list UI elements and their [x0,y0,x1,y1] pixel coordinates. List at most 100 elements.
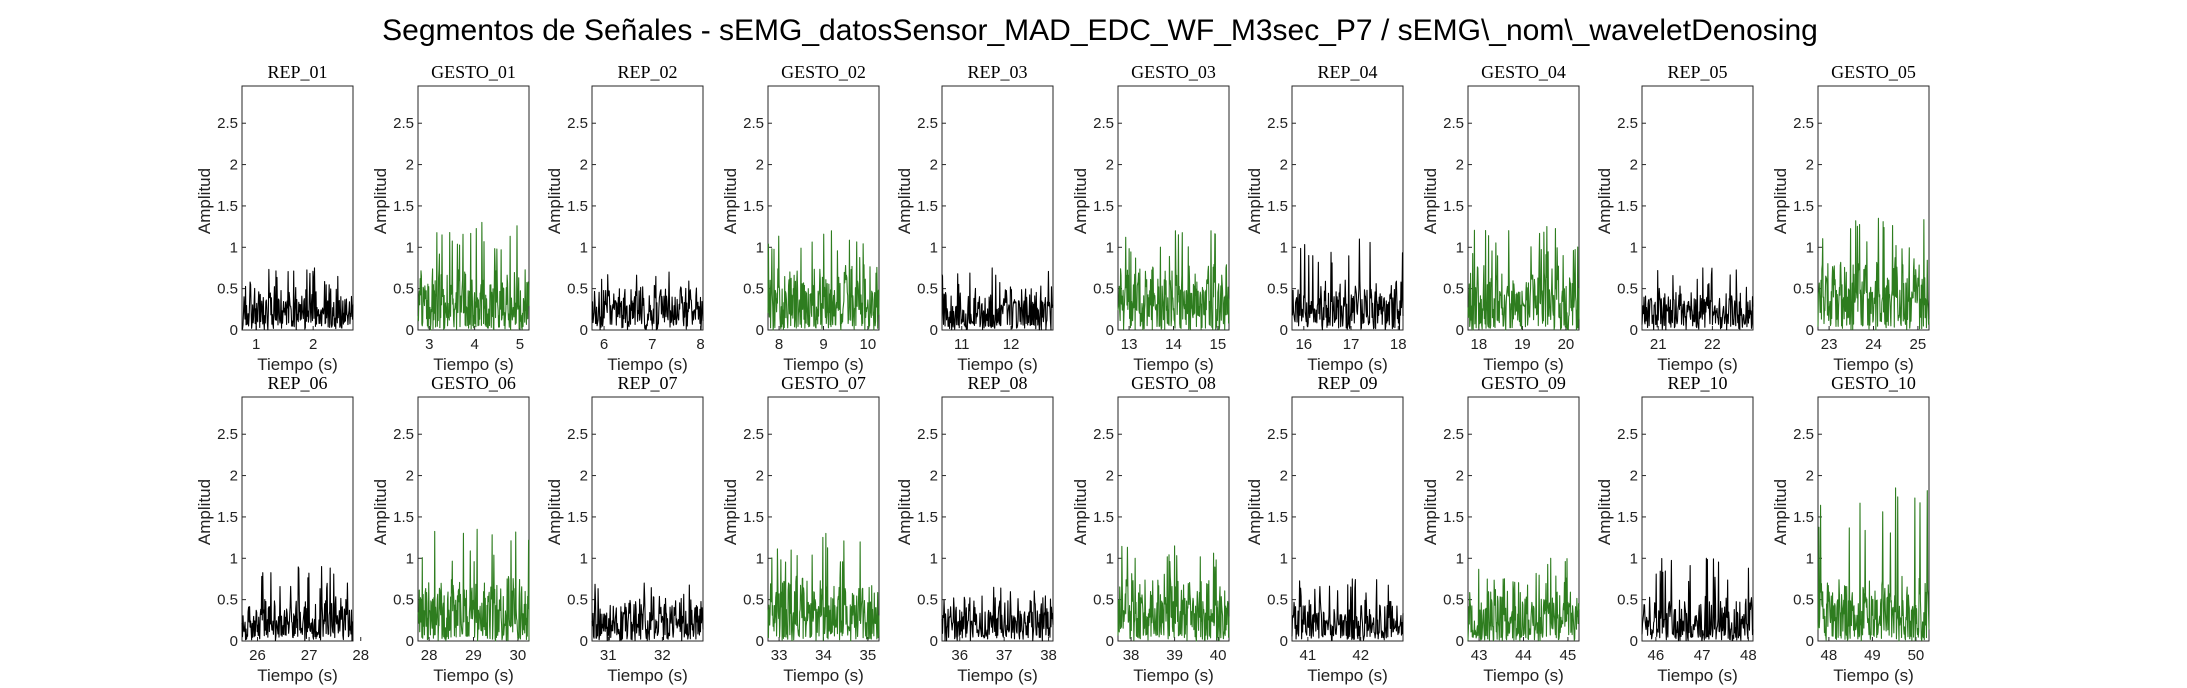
x-axis-label: Tiempo (s) [433,666,514,685]
signal-trace-gesto [417,528,530,642]
subplot-title: REP_05 [1667,62,1727,82]
y-tick-label: 2.5 [1093,426,1114,443]
y-tick-label: 2.5 [917,115,938,132]
x-tick-label: 24 [1865,336,1882,353]
x-tick-label: 41 [1300,647,1317,664]
y-tick-label: 2 [1106,468,1114,485]
subplot-title: REP_04 [1317,62,1377,82]
y-tick-label: 1.5 [917,509,938,526]
subplot-gesto_09: GESTO_09 0 0.5 1 1.5 2 2.5 43 44 45 Tiempo (s) Ampl… [1421,373,1580,685]
signal-trace-gesto [1467,557,1580,642]
y-tick-label: 1 [406,239,414,256]
subplot-title: REP_10 [1667,373,1727,393]
y-tick-label: 1.5 [393,198,414,215]
y-tick-label: 1.5 [917,198,938,215]
y-axis-label: Amplitud [1071,479,1090,545]
subplot-title: GESTO_06 [431,373,516,393]
x-axis-label: Tiempo (s) [1307,666,1388,685]
y-tick-label: 0 [930,322,938,339]
subplot-title: REP_09 [1317,373,1377,393]
x-axis-label: Tiempo (s) [1483,355,1564,374]
y-axis-label: Amplitud [721,479,740,545]
x-axis-label: Tiempo (s) [1133,666,1214,685]
axes-box [1117,396,1230,642]
x-tick-label: 50 [1908,647,1925,664]
y-tick-label: 1 [1280,550,1288,567]
x-tick-label: 15 [1210,336,1227,353]
signal-trace-gesto [1117,545,1230,642]
y-tick-label: 0.5 [1443,592,1464,609]
y-tick-label: 2 [1630,468,1638,485]
y-tick-label: 2.5 [743,115,764,132]
y-tick-label: 2.5 [1443,426,1464,443]
subplot-title: REP_03 [967,62,1027,82]
subplot-title: GESTO_02 [781,62,866,82]
x-tick-label: 48 [1740,647,1757,664]
y-tick-label: 0 [1456,633,1464,650]
y-tick-label: 2 [1456,468,1464,485]
subplot-gesto_06: GESTO_06 0 0.5 1 1.5 2 2.5 28 29 30 Tiempo (s) Ampl… [371,373,530,685]
axes-box [1817,396,1930,642]
y-tick-label: 1.5 [217,509,238,526]
y-tick-label: 2.5 [217,426,238,443]
y-tick-label: 0 [1630,633,1638,650]
y-tick-label: 2.5 [1267,115,1288,132]
subplot-title: GESTO_10 [1831,373,1916,393]
y-tick-label: 0 [1630,322,1638,339]
y-tick-label: 1 [1806,239,1814,256]
y-tick-label: 2.5 [393,115,414,132]
y-tick-label: 0 [1456,322,1464,339]
x-tick-label: 20 [1558,336,1575,353]
y-tick-label: 2 [1806,468,1814,485]
subplot-title: REP_07 [617,373,677,393]
axes-box [591,396,704,642]
y-axis-label: Amplitud [1595,479,1614,545]
y-axis-label: Amplitud [1245,168,1264,234]
signal-trace-rep [941,267,1054,331]
x-tick-label: 45 [1560,647,1577,664]
signal-trace-gesto [1817,487,1930,642]
y-tick-label: 1 [580,550,588,567]
subplot-title: GESTO_05 [1831,62,1916,82]
y-tick-label: 1 [1806,550,1814,567]
subplot-gesto_05: GESTO_05 0 0.5 1 1.5 2 2.5 23 24 25 Tiempo (s) Ampl… [1771,62,1930,374]
y-tick-label: 1 [756,550,764,567]
y-tick-label: 2.5 [1793,115,1814,132]
x-tick-label: 10 [860,336,877,353]
signal-trace-rep [941,586,1054,642]
x-tick-label: 1 [252,336,260,353]
y-tick-label: 2 [930,157,938,174]
y-tick-label: 2 [756,157,764,174]
x-axis-label: Tiempo (s) [1657,355,1738,374]
axes-box [591,85,704,331]
subplot-rep_09: REP_09 0 0.5 1 1.5 2 2.5 41 42 Tiempo (s) Amplitud [1245,373,1404,685]
y-tick-label: 1.5 [1093,509,1114,526]
y-tick-label: 1 [580,239,588,256]
y-tick-label: 0 [580,322,588,339]
signal-trace-gesto [417,221,530,331]
x-tick-label: 44 [1515,647,1532,664]
y-tick-label: 1.5 [1793,509,1814,526]
y-tick-label: 0 [930,633,938,650]
axes-box [1817,85,1930,331]
y-tick-label: 0 [230,322,238,339]
y-tick-label: 2.5 [1793,426,1814,443]
y-tick-label: 0.5 [217,281,238,298]
y-tick-label: 0 [580,633,588,650]
subplot-title: GESTO_03 [1131,62,1216,82]
y-tick-label: 2 [230,468,238,485]
x-tick-label: 11 [954,336,970,353]
x-axis-label: Tiempo (s) [1833,355,1914,374]
y-axis-label: Amplitud [1771,168,1790,234]
y-tick-label: 2.5 [917,426,938,443]
x-tick-label: 28 [352,647,369,664]
y-tick-label: 1 [230,550,238,567]
x-tick-label: 7 [648,336,656,353]
x-axis-label: Tiempo (s) [1483,666,1564,685]
y-tick-label: 1 [1280,239,1288,256]
axes-box [941,396,1054,642]
y-tick-label: 1 [1456,239,1464,256]
subplot-title: REP_01 [267,62,327,82]
subplot-title: REP_08 [967,373,1027,393]
